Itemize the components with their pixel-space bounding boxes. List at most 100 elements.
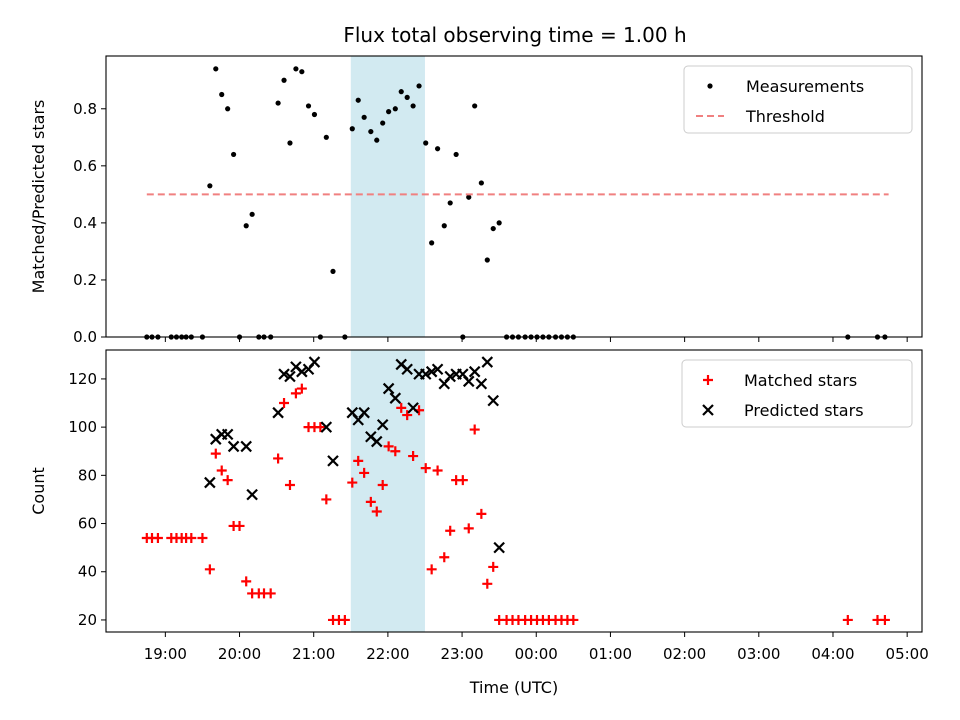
- data-point: [275, 100, 281, 106]
- data-point: [216, 465, 227, 476]
- x-axis-label: Time (UTC): [469, 678, 558, 697]
- data-point: [219, 91, 225, 98]
- data-point: [420, 463, 431, 474]
- data-point: [299, 69, 305, 75]
- x-tick-label: 23:00: [440, 645, 483, 663]
- data-point: [320, 421, 333, 433]
- legend-marker: [707, 83, 713, 89]
- data-point: [370, 435, 383, 448]
- data-point: [222, 475, 233, 486]
- x-tick-label: 02:00: [663, 645, 706, 663]
- data-point: [321, 494, 332, 505]
- data-point: [315, 422, 326, 433]
- y-axis-label: Count: [29, 467, 48, 515]
- data-point: [279, 398, 290, 409]
- data-point: [419, 368, 432, 380]
- data-point: [240, 440, 252, 453]
- data-point: [392, 106, 398, 112]
- data-point: [296, 365, 308, 378]
- data-point: [359, 467, 370, 478]
- data-point: [482, 578, 493, 589]
- data-point: [426, 564, 437, 575]
- data-point: [476, 508, 487, 519]
- data-point: [197, 533, 208, 543]
- x-tick-label: 01:00: [589, 645, 632, 663]
- x-tick-label: 19:00: [144, 645, 187, 663]
- data-point: [353, 455, 364, 466]
- data-point: [493, 541, 505, 554]
- data-point: [230, 151, 237, 158]
- y-tick-label: 60: [78, 515, 97, 533]
- data-point: [207, 183, 213, 189]
- data-point: [842, 614, 853, 625]
- top-panel: 0.0 0.2 0.4 0.6 0.8 Matched/Predicted stars Me…: [29, 55, 923, 346]
- data-point: [296, 383, 307, 394]
- data-point: [386, 109, 392, 115]
- x-tick-label: 04:00: [811, 645, 854, 663]
- data-point: [152, 533, 163, 543]
- data-point: [272, 406, 284, 419]
- data-point: [462, 375, 475, 388]
- data-point: [273, 453, 284, 464]
- plot-frame: [105, 55, 923, 338]
- legend-entry: Threshold: [745, 107, 825, 126]
- data-point: [355, 97, 361, 103]
- y-tick-label: 120: [68, 370, 97, 388]
- data-point: [349, 126, 355, 132]
- data-point: [290, 388, 301, 399]
- data-point: [396, 402, 407, 413]
- data-point: [383, 441, 394, 452]
- data-point: [305, 103, 312, 109]
- legend: Measurements Threshold: [683, 65, 913, 134]
- data-point: [284, 370, 296, 383]
- data-point: [371, 506, 382, 517]
- y-tick-label: 0.8: [73, 100, 97, 118]
- legend-marker: [702, 404, 714, 416]
- data-point: [466, 194, 472, 200]
- data-point: [402, 410, 413, 421]
- data-point: [445, 525, 456, 536]
- data-point: [484, 257, 490, 263]
- legend-entry: Predicted stars: [744, 401, 864, 420]
- y-tick-label: 0.2: [73, 271, 97, 289]
- data-point: [213, 66, 219, 72]
- data-point: [204, 476, 216, 489]
- x-tick-label: 22:00: [366, 645, 409, 663]
- chart-title: Flux total observing time = 1.00 h: [343, 23, 686, 47]
- data-point: [398, 89, 404, 95]
- data-point: [278, 368, 290, 380]
- data-point: [478, 180, 484, 186]
- data-point: [382, 382, 395, 395]
- x-tick-label: 00:00: [515, 645, 558, 663]
- y-tick-label: 0.6: [73, 157, 97, 175]
- data-point: [389, 392, 402, 404]
- data-point: [441, 223, 447, 229]
- data-point: [243, 223, 249, 229]
- data-point: [210, 448, 221, 459]
- legend-box: [683, 65, 913, 134]
- data-point: [475, 377, 488, 390]
- data-point: [463, 523, 474, 534]
- data-point: [249, 211, 255, 217]
- data-point: [241, 576, 252, 587]
- data-point: [404, 94, 410, 100]
- data-point: [204, 564, 215, 575]
- data-point: [468, 365, 481, 378]
- data-point: [323, 134, 329, 140]
- data-point: [434, 146, 441, 152]
- data-point: [308, 356, 321, 368]
- x-tick-label: 03:00: [737, 645, 780, 663]
- y-tick-label: 80: [78, 466, 97, 484]
- data-point: [284, 479, 295, 490]
- data-point: [408, 451, 419, 462]
- data-point: [281, 77, 287, 83]
- data-point: [390, 446, 401, 457]
- data-point: [472, 103, 478, 109]
- data-point: [410, 103, 416, 109]
- y-tick-label: 100: [68, 418, 97, 436]
- data-point: [447, 200, 453, 206]
- data-point: [481, 356, 494, 368]
- data-point: [496, 220, 502, 226]
- series-predicted-stars: [204, 356, 505, 554]
